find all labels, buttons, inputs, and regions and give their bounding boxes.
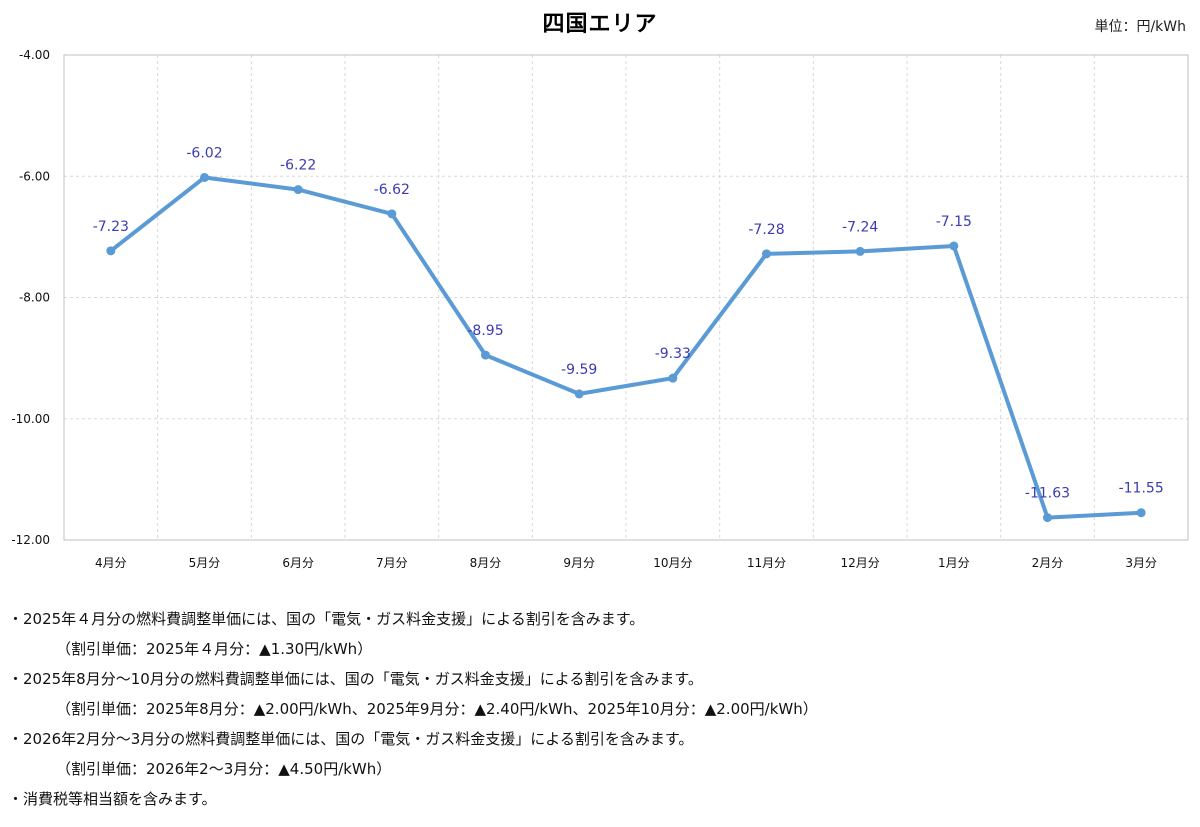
x-tick-label: 9月分 [563,556,595,570]
data-point [855,246,865,256]
data-label: -6.02 [186,145,222,161]
plot-area [63,54,1189,541]
x-tick-label: 7月分 [376,556,408,570]
x-tick-label: 4月分 [95,556,127,570]
data-label: -6.22 [280,158,316,174]
note-line: ・2026年2月分～3月分の燃料費調整単価には、国の「電気・ガス料金支援」による… [8,730,694,748]
line-chart: -4.00 -6.00 -8.00 -10.00 -12.00 4月分 5月分 6月分 7月分… [11,48,1189,570]
x-tick-label: 5月分 [189,556,221,570]
series-line [108,175,1144,520]
data-point [106,246,116,256]
notes-section: ・2025年４月分の燃料費調整単価には、国の「電気・ガス料金支援」による割引を含… [8,604,1188,814]
data-label: -11.55 [1119,481,1164,497]
data-label: -7.23 [93,219,129,235]
x-tick-label: 3月分 [1125,556,1157,570]
y-tick-label: -4.00 [19,48,50,62]
data-point [1136,508,1146,518]
x-tick-label: 11月分 [747,556,786,570]
y-axis: -4.00 -6.00 -8.00 -10.00 -12.00 [11,48,50,547]
note-line: ・2025年8月分～10月分の燃料費調整単価には、国の「電気・ガス料金支援」によ… [8,670,703,688]
y-tick-label: -6.00 [19,169,50,183]
x-tick-label: 10月分 [653,556,692,570]
data-point [668,373,678,383]
grid-layer [64,54,1188,541]
y-tick-label: -8.00 [19,291,50,305]
data-point [762,249,771,259]
data-label: -7.28 [748,222,784,238]
series-layer [106,172,1146,523]
note-line: ・2025年４月分の燃料費調整単価には、国の「電気・ガス料金支援」による割引を含… [8,610,645,628]
x-axis: 4月分 5月分 6月分 7月分 8月分 9月分 10月分 11月分 12月分 1月分 2月分 3月分 [95,556,1157,570]
x-tick-label: 1月分 [938,556,970,570]
data-label: -11.63 [1025,486,1070,502]
x-tick-label: 2月分 [1032,556,1064,570]
data-point [200,172,209,182]
data-label: -9.33 [655,346,691,362]
data-point [387,209,397,219]
data-label-layer: -7.23 -6.02 -6.22 -6.62 -8.95 -9.59 -9.33 -7.28… [93,145,1164,501]
x-tick-label: 12月分 [841,556,880,570]
data-label: -7.15 [936,214,972,230]
note-line: ・消費税等相当額を含みます。 [8,790,217,808]
chart-title: 四国エリア [542,12,658,37]
data-label: -8.95 [467,323,503,339]
note-detail-line: （割引単価：2025年４月分：▲1.30円/kWh） [56,640,373,658]
note-detail-line: （割引単価：2026年2～3月分：▲4.50円/kWh） [56,760,392,778]
data-point [1043,513,1052,523]
data-label: -9.59 [561,362,597,378]
data-label: -7.24 [842,219,878,235]
x-tick-label: 6月分 [282,556,314,570]
note-detail-line: （割引単価：2025年8月分：▲2.00円/kWh、2025年9月分：▲2.40… [56,700,818,718]
data-point [949,241,959,251]
data-point [574,389,584,399]
y-tick-label: -10.00 [11,412,50,426]
data-label: -6.62 [374,182,410,198]
x-tick-label: 8月分 [470,556,502,570]
y-tick-label: -12.00 [11,533,50,547]
data-point [481,350,490,360]
unit-label: 単位：円/kWh [1094,19,1186,35]
data-point [293,185,303,195]
